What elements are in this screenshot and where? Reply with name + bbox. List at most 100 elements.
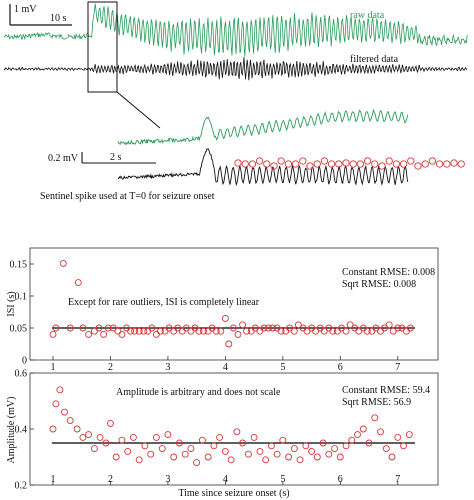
data-point: [250, 433, 258, 441]
data-point: [85, 431, 93, 439]
data-point: [66, 417, 74, 425]
data-point: [73, 425, 81, 433]
data-point: [251, 324, 259, 332]
data-point: [286, 324, 294, 332]
data-point: [365, 439, 373, 447]
data-point: [405, 431, 413, 439]
data-point: [187, 445, 195, 453]
zoom-spike-marker: [277, 157, 285, 165]
x-tick-label: 6: [338, 474, 343, 485]
data-point: [198, 436, 206, 444]
data-point: [267, 442, 275, 450]
data-point: [243, 327, 251, 335]
data-point: [141, 442, 149, 450]
y-tick-label: 0.1: [15, 292, 28, 303]
x-tick-label: 7: [395, 362, 400, 373]
rmse-stat: Constant RMSE: 0.008: [342, 267, 435, 278]
data-point: [359, 425, 367, 433]
data-point: [377, 327, 384, 335]
data-point: [49, 425, 57, 433]
y-tick-label: 0.15: [10, 260, 28, 271]
data-point: [129, 433, 137, 441]
data-point: [406, 324, 414, 332]
data-point: [312, 327, 320, 335]
y-tick-label: 0: [22, 356, 27, 367]
top-scalebar-amplitude-label: 1 mV: [14, 4, 37, 15]
x-tick-label: 7: [395, 474, 400, 485]
raw-data-label: raw data: [350, 10, 385, 21]
x-tick-label: 4: [223, 474, 228, 485]
data-point: [394, 433, 402, 441]
data-point: [372, 324, 380, 332]
data-point: [79, 324, 87, 332]
data-point: [135, 456, 143, 464]
zoom-spike-marker: [306, 162, 314, 170]
data-point: [118, 330, 126, 338]
data-point: [210, 442, 218, 450]
zoom-spike-marker: [457, 160, 465, 168]
data-point: [269, 324, 276, 332]
data-point: [320, 327, 328, 335]
data-point: [124, 447, 132, 455]
data-point: [152, 433, 160, 441]
annotation-text: Except for rare outliers, ISI is complet…: [68, 297, 260, 308]
x-tick-label: 4: [223, 362, 228, 373]
data-point: [279, 436, 287, 444]
x-tick-label: 3: [165, 474, 170, 485]
zoom-scalebar-amplitude-label: 0.2 mV: [48, 153, 79, 164]
data-point: [385, 321, 393, 329]
annotation-text: Amplitude is arbitrary and does not scal…: [116, 387, 281, 398]
data-point: [175, 439, 183, 447]
data-point: [244, 450, 252, 458]
data-point: [95, 324, 103, 332]
zoom-spike-marker: [255, 157, 264, 165]
data-point: [389, 327, 397, 335]
data-point: [148, 324, 156, 332]
top-trace-panel: 1 mV 10 s raw data filtered data: [3, 1, 468, 129]
data-point: [260, 324, 268, 332]
data-point: [152, 330, 160, 338]
data-point: [256, 447, 264, 455]
zoom-connector-line: [116, 91, 161, 129]
zoom-spike-marker: [248, 160, 257, 168]
data-point: [118, 436, 126, 444]
zoom-spike-marker: [435, 160, 444, 168]
zoom-spike-marker: [291, 160, 300, 168]
sentinel-spike-annotation: Sentinel spike used at T=0 for seizure o…: [40, 191, 215, 202]
data-point: [85, 330, 93, 338]
data-point: [161, 327, 169, 335]
rmse-stat: Constant RMSE: 59.4: [342, 385, 430, 396]
data-point: [394, 324, 402, 332]
data-point: [256, 327, 264, 335]
zoom-spike-marker: [320, 157, 329, 165]
zoom-spike-marker: [241, 160, 249, 168]
data-point: [104, 324, 112, 332]
data-point: [59, 259, 67, 267]
data-point: [96, 433, 104, 441]
zoom-spike-marker: [313, 160, 321, 168]
data-point: [346, 321, 354, 329]
data-point: [66, 324, 74, 332]
data-point: [234, 330, 242, 338]
data-point: [308, 447, 316, 455]
data-point: [49, 330, 57, 338]
zoom-spike-marker: [414, 162, 422, 170]
data-point: [319, 439, 327, 447]
data-point: [204, 327, 212, 335]
data-point: [371, 414, 379, 422]
data-point: [382, 445, 390, 453]
y-axis-label: Amplitude (mV): [6, 397, 17, 464]
data-point: [107, 419, 114, 427]
data-point: [225, 340, 233, 348]
data-point: [90, 327, 98, 335]
data-point: [329, 327, 337, 335]
data-point: [112, 453, 120, 461]
zoom-spike-marker: [385, 157, 393, 165]
zoom-spike-marker: [299, 157, 307, 165]
data-point: [325, 450, 333, 458]
x-tick-label: 3: [165, 362, 170, 373]
data-point: [302, 442, 310, 450]
data-point: [109, 324, 117, 332]
top-scalebar-time-label: 10 s: [50, 13, 67, 24]
data-point: [165, 324, 173, 332]
